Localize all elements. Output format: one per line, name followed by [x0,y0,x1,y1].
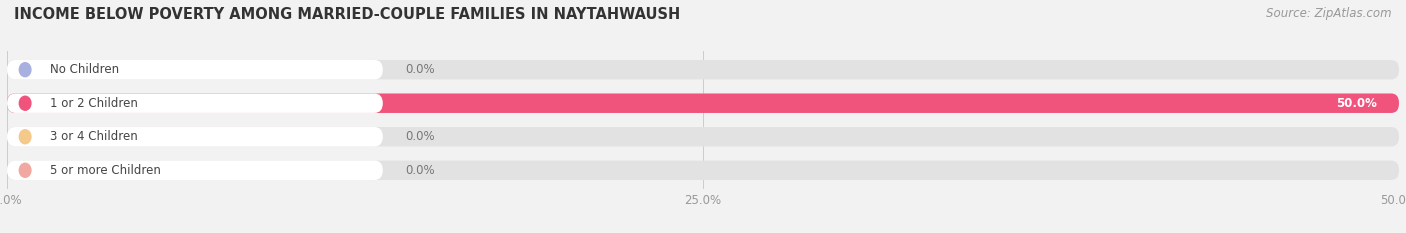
Text: INCOME BELOW POVERTY AMONG MARRIED-COUPLE FAMILIES IN NAYTAHWAUSH: INCOME BELOW POVERTY AMONG MARRIED-COUPL… [14,7,681,22]
FancyBboxPatch shape [7,93,1399,113]
Text: 0.0%: 0.0% [405,164,434,177]
FancyBboxPatch shape [7,93,382,113]
Circle shape [20,96,31,110]
FancyBboxPatch shape [7,127,1399,147]
Circle shape [20,163,31,177]
FancyBboxPatch shape [7,161,382,180]
Text: 3 or 4 Children: 3 or 4 Children [51,130,138,143]
Circle shape [20,130,31,144]
FancyBboxPatch shape [7,161,1399,180]
Text: Source: ZipAtlas.com: Source: ZipAtlas.com [1267,7,1392,20]
FancyBboxPatch shape [7,93,1399,113]
FancyBboxPatch shape [7,60,1399,79]
Text: 1 or 2 Children: 1 or 2 Children [51,97,138,110]
Text: 0.0%: 0.0% [405,63,434,76]
Circle shape [20,63,31,77]
Text: 5 or more Children: 5 or more Children [51,164,162,177]
FancyBboxPatch shape [7,127,382,147]
Text: 0.0%: 0.0% [405,130,434,143]
Text: No Children: No Children [51,63,120,76]
FancyBboxPatch shape [7,60,382,79]
Text: 50.0%: 50.0% [1336,97,1376,110]
